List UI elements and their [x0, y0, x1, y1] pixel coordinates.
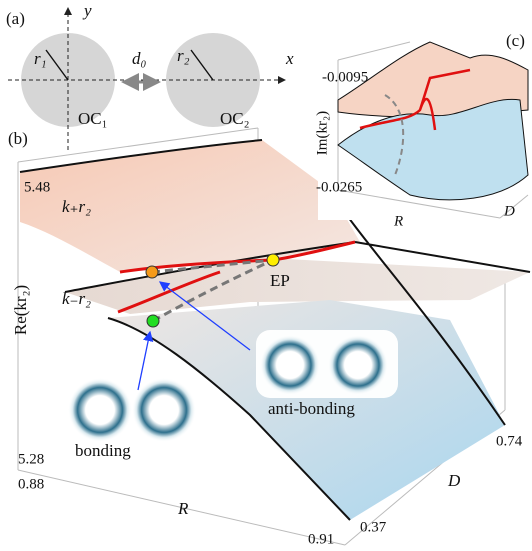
r-min-tick: 0.88 — [18, 476, 44, 492]
inset-y-bottom: -0.0265 — [316, 179, 362, 195]
panel-label: (c) — [506, 31, 525, 50]
inset-y-title: Im(kr₂) — [314, 111, 330, 155]
y-top-tick: 5.48 — [24, 179, 50, 195]
panel-c: (c) -0.0095 -0.0265 Im(kr₂) R D — [314, 31, 532, 230]
y-axis-title: Re(kr₂) — [11, 285, 30, 335]
upper-branch-label: k₊r₂ — [62, 197, 91, 216]
arrow-bonding — [138, 332, 150, 390]
r-axis-title: R — [177, 499, 189, 518]
mode-pattern — [68, 378, 132, 442]
oc2-label: OC₂ — [220, 109, 250, 128]
mode-pattern — [132, 378, 196, 442]
inset-d-title: D — [503, 203, 515, 219]
ep-label: EP — [270, 271, 290, 290]
panel-label: (b) — [8, 129, 28, 148]
ep-point — [267, 254, 279, 266]
d-max-tick: 0.74 — [496, 433, 523, 449]
d-axis-title: D — [447, 471, 461, 490]
anti-bonding-label: anti-bonding — [268, 399, 355, 418]
bonding-point — [147, 315, 159, 327]
mode-pattern — [328, 335, 388, 395]
d0-label: d₀ — [132, 49, 147, 68]
panel-label: (a) — [6, 9, 25, 28]
inset-r-title: R — [393, 213, 403, 229]
r-max-tick: 0.91 — [308, 531, 334, 547]
panel-a: (a) y x r₁ d₀ r₂ OC₁ OC₂ — [6, 1, 294, 150]
r2-label: r₂ — [177, 46, 190, 65]
lower-branch-label: k₋r₂ — [62, 289, 91, 308]
mode-pattern — [260, 335, 320, 395]
bonding-label: bonding — [75, 441, 131, 460]
oc1-label: OC₁ — [78, 109, 108, 128]
x-label: x — [285, 49, 294, 68]
d-min-tick: 0.37 — [360, 519, 387, 535]
anti-bonding-point — [146, 266, 158, 278]
y-bottom-tick: 5.28 — [18, 451, 44, 467]
r1-label: r₁ — [34, 49, 47, 68]
y-label: y — [82, 1, 92, 20]
figure: (a) y x r₁ d₀ r₂ OC₁ OC₂ (b) 5.48 5.28 R… — [0, 0, 532, 551]
inset-y-top: -0.0095 — [322, 69, 368, 85]
